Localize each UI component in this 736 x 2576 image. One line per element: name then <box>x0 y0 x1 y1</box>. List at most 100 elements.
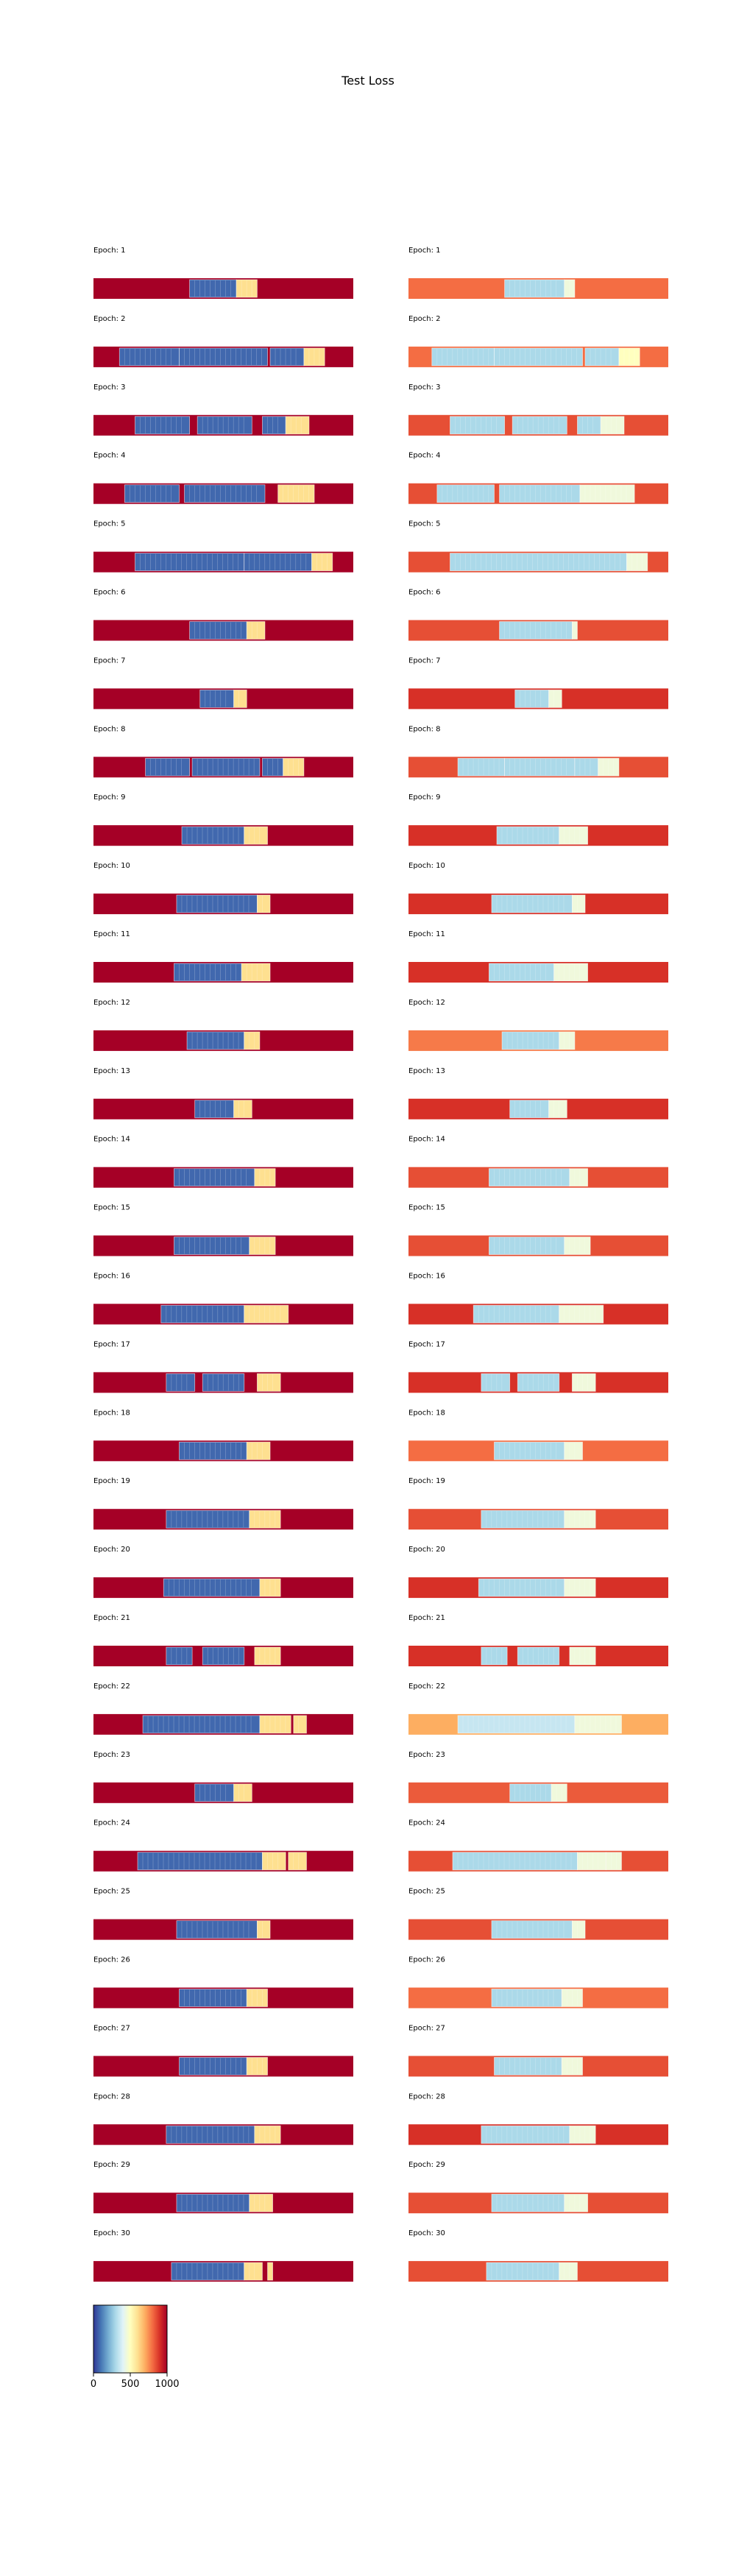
heatmap-cell-block <box>176 2193 250 2212</box>
heatmap-cell-block <box>571 1373 596 1392</box>
heatmap-cell-block <box>267 2262 273 2281</box>
heatmap-cell-block <box>618 347 640 367</box>
heatmap-cell-block <box>571 621 578 640</box>
heatmap-cell-block <box>186 1031 245 1050</box>
heatmap-cell-block <box>517 1373 560 1392</box>
epoch-label: Epoch: 13 <box>408 1067 445 1075</box>
heatmap-cell-block <box>491 2193 565 2212</box>
heatmap-cell-block <box>241 963 271 982</box>
epoch-label: Epoch: 14 <box>408 1136 445 1144</box>
epoch-label: Epoch: 7 <box>93 657 126 665</box>
epoch-label: Epoch: 19 <box>408 1477 445 1485</box>
heatmap-cell-block <box>457 1715 576 1734</box>
heatmap-cell-block <box>256 894 271 913</box>
heatmap-cell-block <box>293 1715 307 1734</box>
epoch-label: Epoch: 22 <box>93 1682 130 1691</box>
heatmap-cell-block <box>481 1510 565 1529</box>
heatmap-cell-block <box>233 1783 252 1802</box>
epoch-label: Epoch: 12 <box>93 999 130 1007</box>
heatmap-cell-block <box>559 1305 604 1323</box>
epoch-label: Epoch: 9 <box>408 793 441 802</box>
heatmap-cell-block <box>450 416 506 435</box>
colorbar: 0 500 1000 <box>91 2304 180 2390</box>
heatmap-cell-block <box>577 1852 606 1871</box>
epoch-label: Epoch: 18 <box>408 1409 445 1417</box>
epoch-label: Epoch: 4 <box>408 452 441 460</box>
heatmap-cell-block <box>473 1305 560 1323</box>
heatmap-cell-block <box>184 484 266 503</box>
heatmap-cell-block <box>118 347 180 367</box>
heatmap-cell-block <box>478 1578 565 1597</box>
heatmap-cell-block <box>236 279 258 298</box>
epoch-label: Epoch: 4 <box>93 452 126 460</box>
heatmap-cell-block <box>504 279 565 298</box>
heatmap-cell-block <box>559 826 588 845</box>
heatmap-cell-block <box>233 690 247 708</box>
heatmap-cell-block <box>256 1373 281 1392</box>
heatmap-cell-block <box>561 1989 583 2007</box>
heatmap-cell-block <box>176 1920 258 1939</box>
heatmap-cell-block <box>457 757 506 776</box>
heatmap-cell-block <box>277 484 315 503</box>
heatmap-cell-block <box>303 347 325 367</box>
heatmap-cell-block <box>569 2125 596 2144</box>
heatmap-cell-block <box>553 963 588 982</box>
epoch-label: Epoch: 10 <box>408 862 445 870</box>
epoch-label: Epoch: 22 <box>408 1682 445 1691</box>
epoch-label: Epoch: 12 <box>408 999 445 1007</box>
heatmap-cell-block <box>179 347 268 367</box>
heatmap-cell-block <box>559 2262 578 2281</box>
heatmap-cell-block <box>176 894 258 913</box>
epoch-label: Epoch: 3 <box>408 383 441 392</box>
epoch-label: Epoch: 28 <box>93 2092 130 2101</box>
heatmap-cell-block <box>600 416 625 435</box>
heatmap-cell-block <box>509 1783 552 1802</box>
epoch-label: Epoch: 8 <box>93 725 126 733</box>
heatmap-cell-block <box>166 1510 250 1529</box>
heatmap-cell-block <box>194 1100 235 1119</box>
epoch-label: Epoch: 9 <box>93 793 126 802</box>
heatmap-cell-block <box>548 1100 567 1119</box>
epoch-label: Epoch: 19 <box>93 1477 130 1485</box>
epoch-label: Epoch: 2 <box>408 315 441 323</box>
heatmap-cell-block <box>246 1989 268 2007</box>
epoch-label: Epoch: 23 <box>408 1751 445 1759</box>
heatmap-cell-block <box>171 2262 245 2281</box>
heatmap-cell-block <box>486 2262 560 2281</box>
epoch-label: Epoch: 3 <box>93 383 126 392</box>
epoch-label: Epoch: 11 <box>93 930 130 938</box>
epoch-label: Epoch: 25 <box>93 1888 130 1896</box>
heatmap-cell-block <box>166 2125 255 2144</box>
epoch-label: Epoch: 1 <box>93 247 126 255</box>
heatmap-cell-block <box>491 1989 562 2007</box>
epoch-label: Epoch: 8 <box>408 725 441 733</box>
epoch-label: Epoch: 29 <box>93 2161 130 2169</box>
heatmap-cell-block <box>571 894 586 913</box>
epoch-label: Epoch: 11 <box>408 930 445 938</box>
heatmap-cell-block <box>135 553 245 571</box>
heatmap-cell-block <box>626 553 648 571</box>
epoch-label: Epoch: 17 <box>408 1340 445 1348</box>
heatmap-cell-block <box>514 690 550 708</box>
heatmap-cell-block <box>579 484 635 503</box>
epoch-label: Epoch: 16 <box>93 1273 130 1281</box>
epoch-label: Epoch: 2 <box>93 315 126 323</box>
epoch-label: Epoch: 29 <box>408 2161 445 2169</box>
heatmap-cell-block <box>509 1100 550 1119</box>
epoch-label: Epoch: 18 <box>93 1409 130 1417</box>
epoch-label: Epoch: 13 <box>93 1067 130 1075</box>
heatmap-cell-block <box>202 1646 245 1666</box>
heatmap-cell-block <box>564 1236 591 1255</box>
heatmap-cell-block <box>254 1646 281 1666</box>
heatmap-cell-block <box>244 1305 289 1323</box>
heatmap-cell-block <box>598 757 620 776</box>
epoch-label: Epoch: 20 <box>408 1546 445 1554</box>
epoch-label: Epoch: 6 <box>408 589 441 597</box>
heatmap-cell-block <box>499 621 573 640</box>
heatmap-cell-block <box>269 347 305 367</box>
heatmap-cell-block <box>489 1236 565 1255</box>
heatmap-cell-block <box>174 1168 255 1187</box>
heatmap-cell-block <box>174 963 242 982</box>
epoch-label: Epoch: 5 <box>93 520 126 528</box>
epoch-label: Epoch: 30 <box>93 2229 130 2237</box>
